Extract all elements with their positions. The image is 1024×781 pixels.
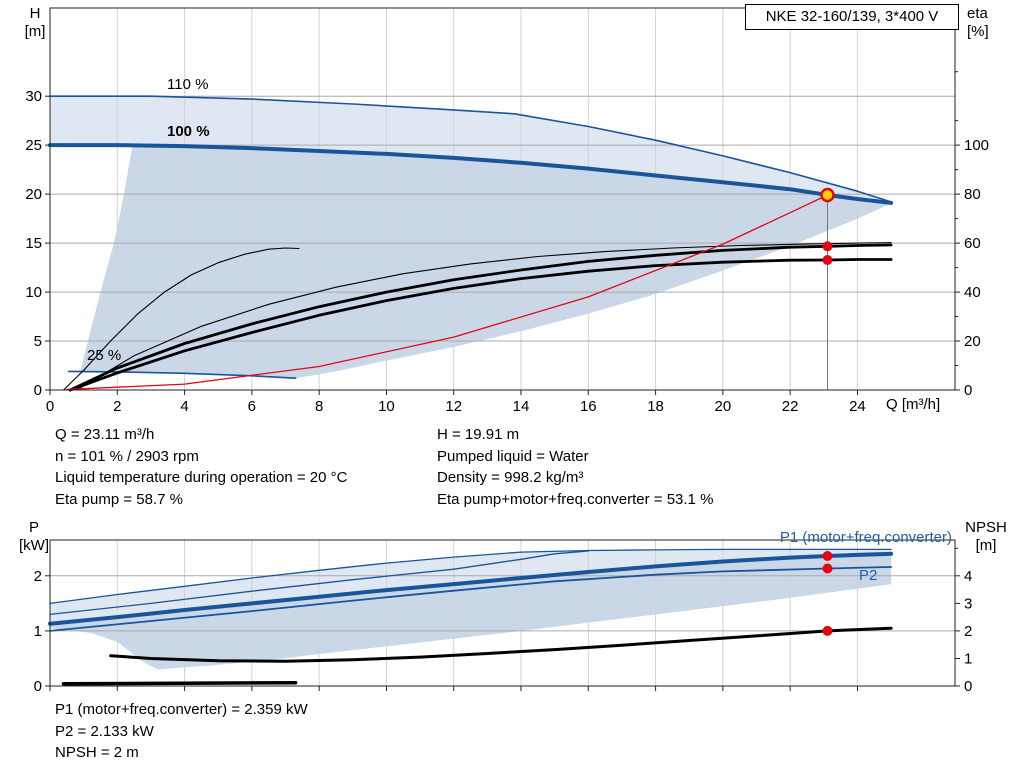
y-left-tick-label: 10 [25,284,42,301]
x-tick-label: 16 [580,398,597,415]
readout-q: Q = 23.11 m³/h [55,426,155,443]
p-axis-unit: [kW] [19,537,49,554]
readout-h: H = 19.91 m [437,426,520,443]
x-tick-label: 24 [849,398,866,415]
y-left-tick-label: 0 [34,678,42,695]
p2-curve [49,566,892,632]
y-right-tick-label: 0 [964,382,972,399]
curve-25pct [67,370,297,380]
readout-density: Density = 998.2 kg/m³ [437,469,584,486]
y-left-tick-label: 0 [34,382,42,399]
p-25pct-curve [61,680,298,686]
y-left-tick-label: 20 [25,186,42,203]
curve-110pct [49,95,892,203]
x-tick-label: 2 [113,398,121,415]
curve-label-100pct: 100 % [167,123,210,140]
system-curve [66,194,829,391]
duty-readout-left: Q = 23.11 m³/h n = 101 % / 2903 rpm Liqu… [55,424,347,510]
p1-point [822,551,833,561]
p2-point [822,563,833,574]
eta-pump-curve [68,243,893,392]
eta-curve-thin [76,242,892,391]
curve-label-p1: P1 (motor+freq.converter) [779,529,952,546]
curve-label-25pct: 25 % [87,347,122,364]
eta-axis-letter: eta [967,5,988,22]
eta-pump-point [822,241,833,252]
eta-axis-unit: [%] [967,23,989,40]
x-tick-label: 8 [315,398,323,415]
duty-point-marker[interactable] [820,187,835,203]
p-axis-title: P [kW] [12,519,56,555]
x-tick-label: 22 [782,398,799,415]
x-tick-label: 10 [378,398,395,415]
y-right-tick-label: 40 [964,284,981,301]
x-tick-label: 12 [445,398,462,415]
plot-border [49,539,956,687]
y-right-tick-label: 80 [964,186,981,203]
y-left-tick-label: 2 [34,568,42,585]
npsh-curve [109,626,893,663]
y-left-tick-label: 25 [25,137,42,154]
y-left-tick-label: 15 [25,235,42,252]
readout-p1: P1 (motor+freq.converter) = 2.359 kW [55,701,308,718]
x-tick-label: 0 [46,398,54,415]
readout-liquid-temp: Liquid temperature during operation = 20… [55,469,348,486]
npsh-point [822,625,833,636]
curve-label-p2: P2 [859,567,878,584]
eta-total-curve [68,258,893,392]
y-left-tick-label: 30 [25,88,42,105]
readout-pumped-liquid: Pumped liquid = Water [437,447,589,465]
x-tick-label: 6 [248,398,256,415]
pump-model-box: NKE 32-160/139, 3*400 V [745,4,959,30]
curve-label-110pct: 110 % [167,76,209,93]
h-axis-unit: [m] [24,23,46,40]
duty-readout-right: H = 19.91 m Pumped liquid = Water Densit… [437,424,713,510]
y-left-tick-label: 5 [34,333,42,350]
readout-p2: P2 = 2.133 kW [55,722,154,740]
x-tick-label: 14 [513,398,530,415]
npsh-axis-title: NPSH [m] [959,519,1013,555]
power-envelope-lower [50,553,892,670]
readout-eta-pump: Eta pump = 58.7 % [55,490,183,508]
p-axis-letter: P [28,519,39,536]
y-right-tick-label: 0 [964,678,972,695]
y-right-tick-label: 60 [964,235,981,252]
y-right-tick-label: 3 [964,595,972,612]
readout-npsh: NPSH = 2 m [55,744,139,761]
y-left-tick-label: 1 [34,623,42,640]
h-axis-letter: H [29,5,41,22]
y-right-tick-label: 2 [964,623,972,640]
y-right-tick-label: 4 [964,568,972,585]
y-right-tick-label: 100 [964,137,989,154]
power-envelope-top-edge [49,548,892,605]
npsh-axis-letter: NPSH [965,519,1007,536]
eta-axis-title: eta [%] [967,5,989,41]
x-tick-label: 18 [647,398,664,415]
y-right-tick-label: 20 [964,333,981,350]
q-axis-title: Q [m³/h] [886,396,941,413]
power-readout: P1 (motor+freq.converter) = 2.359 kW P2 … [55,699,308,764]
power-curve-thin [49,550,589,616]
curve-100pct [48,143,894,205]
readout-eta-total: Eta pump+motor+freq.converter = 53.1 % [437,490,714,508]
plot-border [49,7,956,391]
p1-curve [48,551,894,626]
eta-curve-low-speed [62,247,300,391]
head-axis-title: H [m] [16,5,54,41]
x-tick-label: 4 [180,398,188,415]
npsh-axis-unit: [m] [975,537,997,554]
x-tick-label: 20 [715,398,732,415]
readout-n: n = 101 % / 2903 rpm [55,447,199,465]
y-right-tick-label: 1 [964,650,972,667]
eta-total-point [822,255,833,265]
